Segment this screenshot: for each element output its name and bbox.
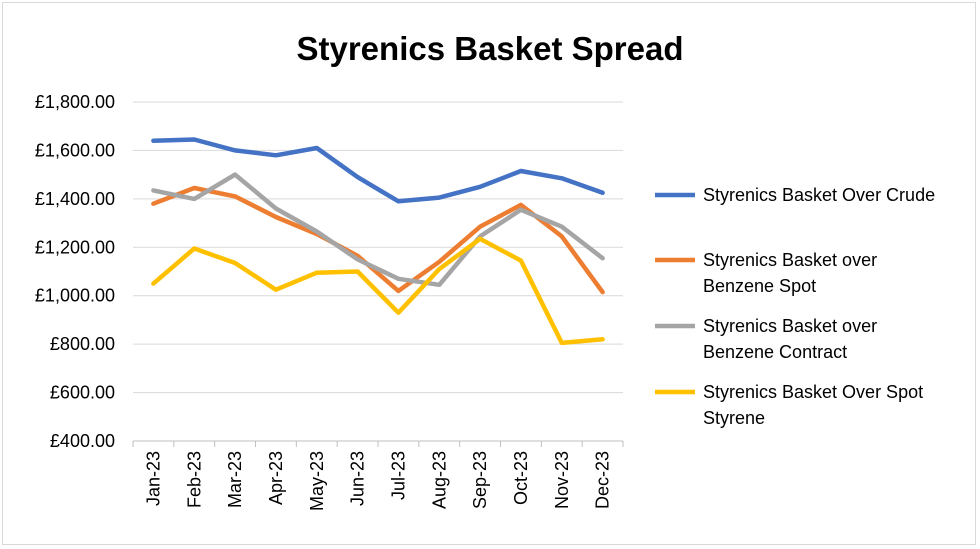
x-tick-label: May-23 (307, 451, 327, 511)
legend-label: Benzene Contract (703, 342, 847, 362)
series (151, 137, 605, 204)
legend-label: Styrene (703, 408, 765, 428)
x-tick-label: Dec-23 (593, 451, 613, 509)
legend-item: Styrenics Basket over Benzene Spot (655, 250, 877, 296)
x-axis-ticks: Jan-23 Feb-23 Mar-23 Apr-23 May-23 Jun-23 Jul-… (143, 451, 612, 511)
y-axis-ticks: £400.00 £600.00 £800.00 £1,000.00 £1,200.00 £… (35, 92, 115, 451)
x-tick-label: Jul-23 (388, 451, 408, 500)
series (151, 172, 605, 288)
y-tick-label: £800.00 (50, 334, 115, 354)
legend-label: Benzene Spot (703, 276, 816, 296)
x-tick-label: Nov-23 (552, 451, 572, 509)
y-tick-label: £1,200.00 (35, 237, 115, 257)
y-tick-label: £1,800.00 (35, 92, 115, 112)
series (151, 236, 605, 346)
series-line (151, 185, 605, 295)
x-tick-label: Jan-23 (143, 451, 163, 506)
x-tick-label: Jun-23 (348, 451, 368, 506)
legend-item: Styrenics Basket over Benzene Contract (655, 316, 877, 362)
series (151, 185, 605, 295)
x-tick-label: Feb-23 (184, 451, 204, 508)
series-line (151, 137, 605, 204)
legend-label: Styrenics Basket Over Crude (703, 185, 935, 205)
x-tick-label: Apr-23 (266, 451, 286, 505)
gridlines (133, 101, 623, 394)
legend-label: Styrenics Basket over (703, 250, 877, 270)
y-tick-label: £600.00 (50, 383, 115, 403)
series-lines (151, 137, 605, 346)
x-tick-label: Sep-23 (470, 451, 490, 509)
chart-title: Styrenics Basket Spread (296, 30, 684, 67)
legend-item: Styrenics Basket Over Spot Styrene (655, 382, 923, 428)
series-line (151, 172, 605, 288)
axes (132, 440, 624, 447)
legend-item: Styrenics Basket Over Crude (655, 185, 935, 205)
y-tick-label: £1,400.00 (35, 189, 115, 209)
y-tick-label: £1,000.00 (35, 286, 115, 306)
x-tick-label: Aug-23 (429, 451, 449, 509)
y-tick-label: £1,600.00 (35, 140, 115, 160)
series-line (151, 236, 605, 346)
x-tick-label: Oct-23 (511, 451, 531, 505)
legend-label: Styrenics Basket over (703, 316, 877, 336)
x-tick-label: Mar-23 (225, 451, 245, 508)
y-tick-label: £400.00 (50, 431, 115, 451)
legend: Styrenics Basket Over Crude Styrenics Bas… (655, 185, 935, 428)
legend-label: Styrenics Basket Over Spot (703, 382, 923, 402)
